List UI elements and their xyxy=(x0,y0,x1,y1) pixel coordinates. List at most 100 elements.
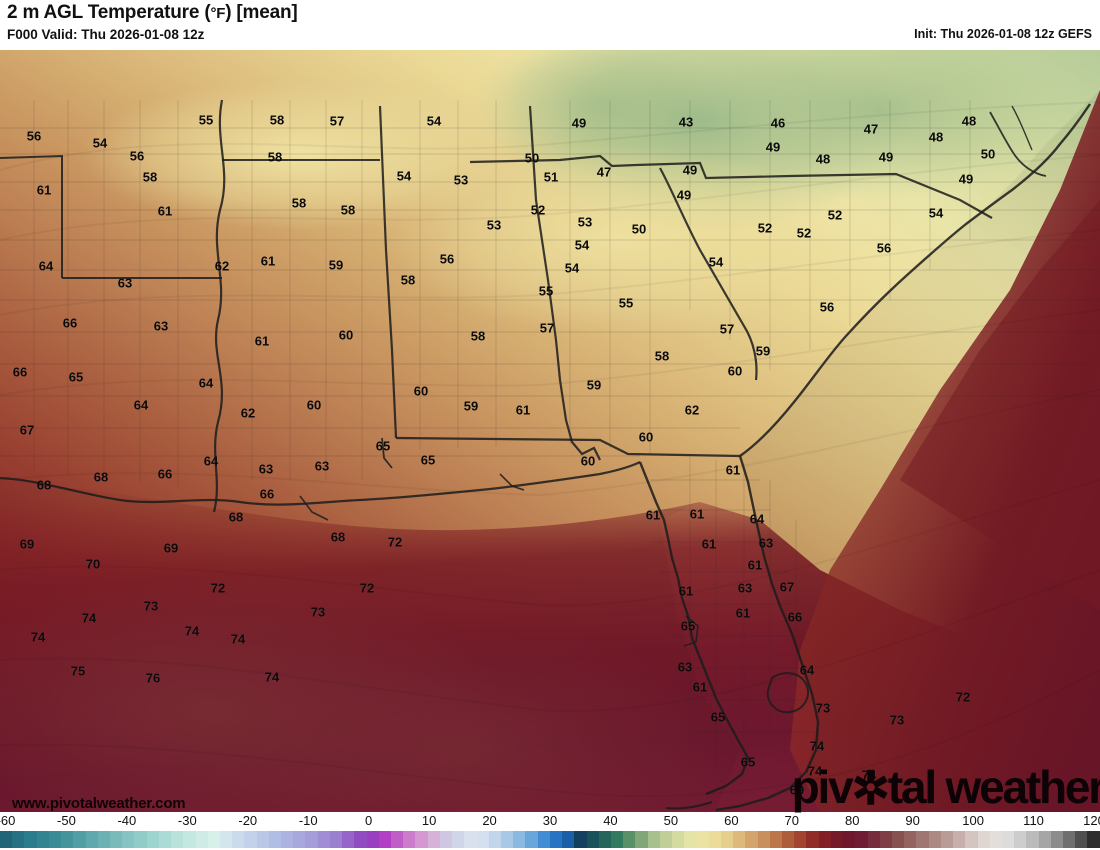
colorbar-swatch xyxy=(427,831,440,848)
colorbar-swatch xyxy=(317,831,330,848)
colorbar-swatch xyxy=(574,831,587,848)
colorbar-swatch xyxy=(818,831,831,848)
colorbar-swatch xyxy=(562,831,575,848)
brand-text-pre: piv xyxy=(791,761,854,813)
colorbar-swatch xyxy=(916,831,929,848)
colorbar-swatch xyxy=(977,831,990,848)
colorbar-swatch xyxy=(134,831,147,848)
colorbar-swatch xyxy=(1001,831,1015,848)
colorbar-swatch xyxy=(1050,831,1064,848)
colorbar-gradient[interactable] xyxy=(0,831,1100,848)
colorbar-swatch xyxy=(366,831,379,848)
colorbar-swatch xyxy=(525,831,538,848)
colorbar-swatch xyxy=(598,831,611,848)
colorbar-tick-label: 110 xyxy=(1023,813,1044,828)
colorbar-swatch xyxy=(928,831,941,848)
colorbar-tick-label: -30 xyxy=(177,813,197,828)
colorbar-swatch xyxy=(965,831,978,848)
colorbar-swatch xyxy=(745,831,758,848)
colorbar-tick-label: 50 xyxy=(663,813,679,828)
colorbar-swatch xyxy=(158,831,172,848)
colorbar-swatch xyxy=(36,831,49,848)
colorbar-swatch xyxy=(342,831,355,848)
colorbar-swatch xyxy=(1014,831,1027,848)
colorbar-swatch xyxy=(1026,831,1039,848)
colorbar-swatch xyxy=(647,831,660,848)
colorbar-swatch xyxy=(85,831,98,848)
temperature-field xyxy=(0,50,1100,812)
colorbar-swatch xyxy=(293,831,306,848)
colorbar-swatch xyxy=(464,831,477,848)
colorbar-swatch xyxy=(610,831,624,848)
colorbar-swatch xyxy=(635,831,648,848)
colorbar-swatch xyxy=(48,831,62,848)
colorbar-tick-label: 20 xyxy=(482,813,497,828)
colorbar-tick-label: 0 xyxy=(365,813,373,828)
colorbar-swatch xyxy=(195,831,208,848)
map-header: 2 m AGL Temperature (°F) [mean] F000 Val… xyxy=(0,0,1100,50)
colorbar-swatch xyxy=(513,831,526,848)
colorbar-swatch xyxy=(244,831,257,848)
colorbar-tick-label: -40 xyxy=(117,813,137,828)
colorbar-swatch xyxy=(0,831,13,848)
colorbar-swatch xyxy=(769,831,782,848)
colorbar-swatch xyxy=(24,831,37,848)
colorbar-tick-label: 120 xyxy=(1083,813,1100,828)
colorbar-swatch xyxy=(1063,831,1076,848)
colorbar-swatch xyxy=(1038,831,1051,848)
colorbar-swatch xyxy=(684,831,697,848)
temperature-map[interactable]: 56 54 56 58 61 61 64 63 66 63 66 65 64 64 62 67 64 68 68 66… xyxy=(0,50,1100,812)
colorbar-swatch xyxy=(1087,831,1100,848)
colorbar-swatch xyxy=(109,831,123,848)
colorbar-swatch xyxy=(1075,831,1088,848)
colorbar-swatch xyxy=(378,831,391,848)
colorbar-swatch xyxy=(794,831,807,848)
colorbar-swatch xyxy=(476,831,489,848)
colorbar-swatch xyxy=(391,831,404,848)
brand-text-post: tal weather xyxy=(887,761,1100,813)
colorbar-swatch xyxy=(855,831,868,848)
colorbar-swatch xyxy=(329,831,343,848)
colorbar-swatch xyxy=(586,831,599,848)
colorbar-swatch xyxy=(488,831,501,848)
map-canvas xyxy=(0,50,1100,812)
colorbar-swatch xyxy=(415,831,428,848)
colorbar-tick-label: 100 xyxy=(962,813,984,828)
colorbar-swatch xyxy=(73,831,86,848)
colorbar-swatch xyxy=(281,831,294,848)
colorbar-swatch xyxy=(659,831,673,848)
colorbar-swatch xyxy=(97,831,110,848)
site-url-watermark: www.pivotalweather.com xyxy=(12,795,186,812)
colorbar-swatch xyxy=(256,831,269,848)
colorbar-swatch xyxy=(830,831,844,848)
colorbar-tick-label: 40 xyxy=(603,813,618,828)
colorbar-tick-label: -60 xyxy=(0,813,16,828)
valid-time-label: F000 Valid: Thu 2026-01-08 12z xyxy=(7,27,205,42)
gear-icon: ✲ xyxy=(851,762,891,814)
colorbar-swatch xyxy=(219,831,233,848)
colorbar-tick-label: 80 xyxy=(844,813,860,828)
colorbar-swatch xyxy=(146,831,159,848)
colorbar-swatch xyxy=(403,831,416,848)
colorbar-tick-label: 70 xyxy=(784,813,799,828)
colorbar-swatch xyxy=(183,831,196,848)
colorbar-swatch xyxy=(708,831,721,848)
colorbar-swatch xyxy=(953,831,966,848)
colorbar-swatch xyxy=(720,831,734,848)
init-time-label: Init: Thu 2026-01-08 12z GEFS xyxy=(914,27,1092,41)
colorbar-tick-label: -10 xyxy=(298,813,318,828)
colorbar-swatch xyxy=(268,831,282,848)
colorbar-tick-label: 60 xyxy=(724,813,739,828)
colorbar-swatch xyxy=(806,831,819,848)
colorbar-swatch xyxy=(733,831,746,848)
colorbar-swatch xyxy=(940,831,954,848)
state-boundaries xyxy=(0,99,1091,812)
colorbar-swatch xyxy=(452,831,465,848)
colorbar[interactable]: -60 -50 -40 -30 -20 -10 0 10 20 30 40 50 60 70 80 90 100… xyxy=(0,812,1100,850)
colorbar-swatch xyxy=(782,831,795,848)
colorbar-tick-label: -50 xyxy=(57,813,76,828)
colorbar-swatch xyxy=(879,831,892,848)
colorbar-swatch xyxy=(696,831,709,848)
colorbar-swatch xyxy=(305,831,318,848)
colorbar-swatch xyxy=(537,831,550,848)
